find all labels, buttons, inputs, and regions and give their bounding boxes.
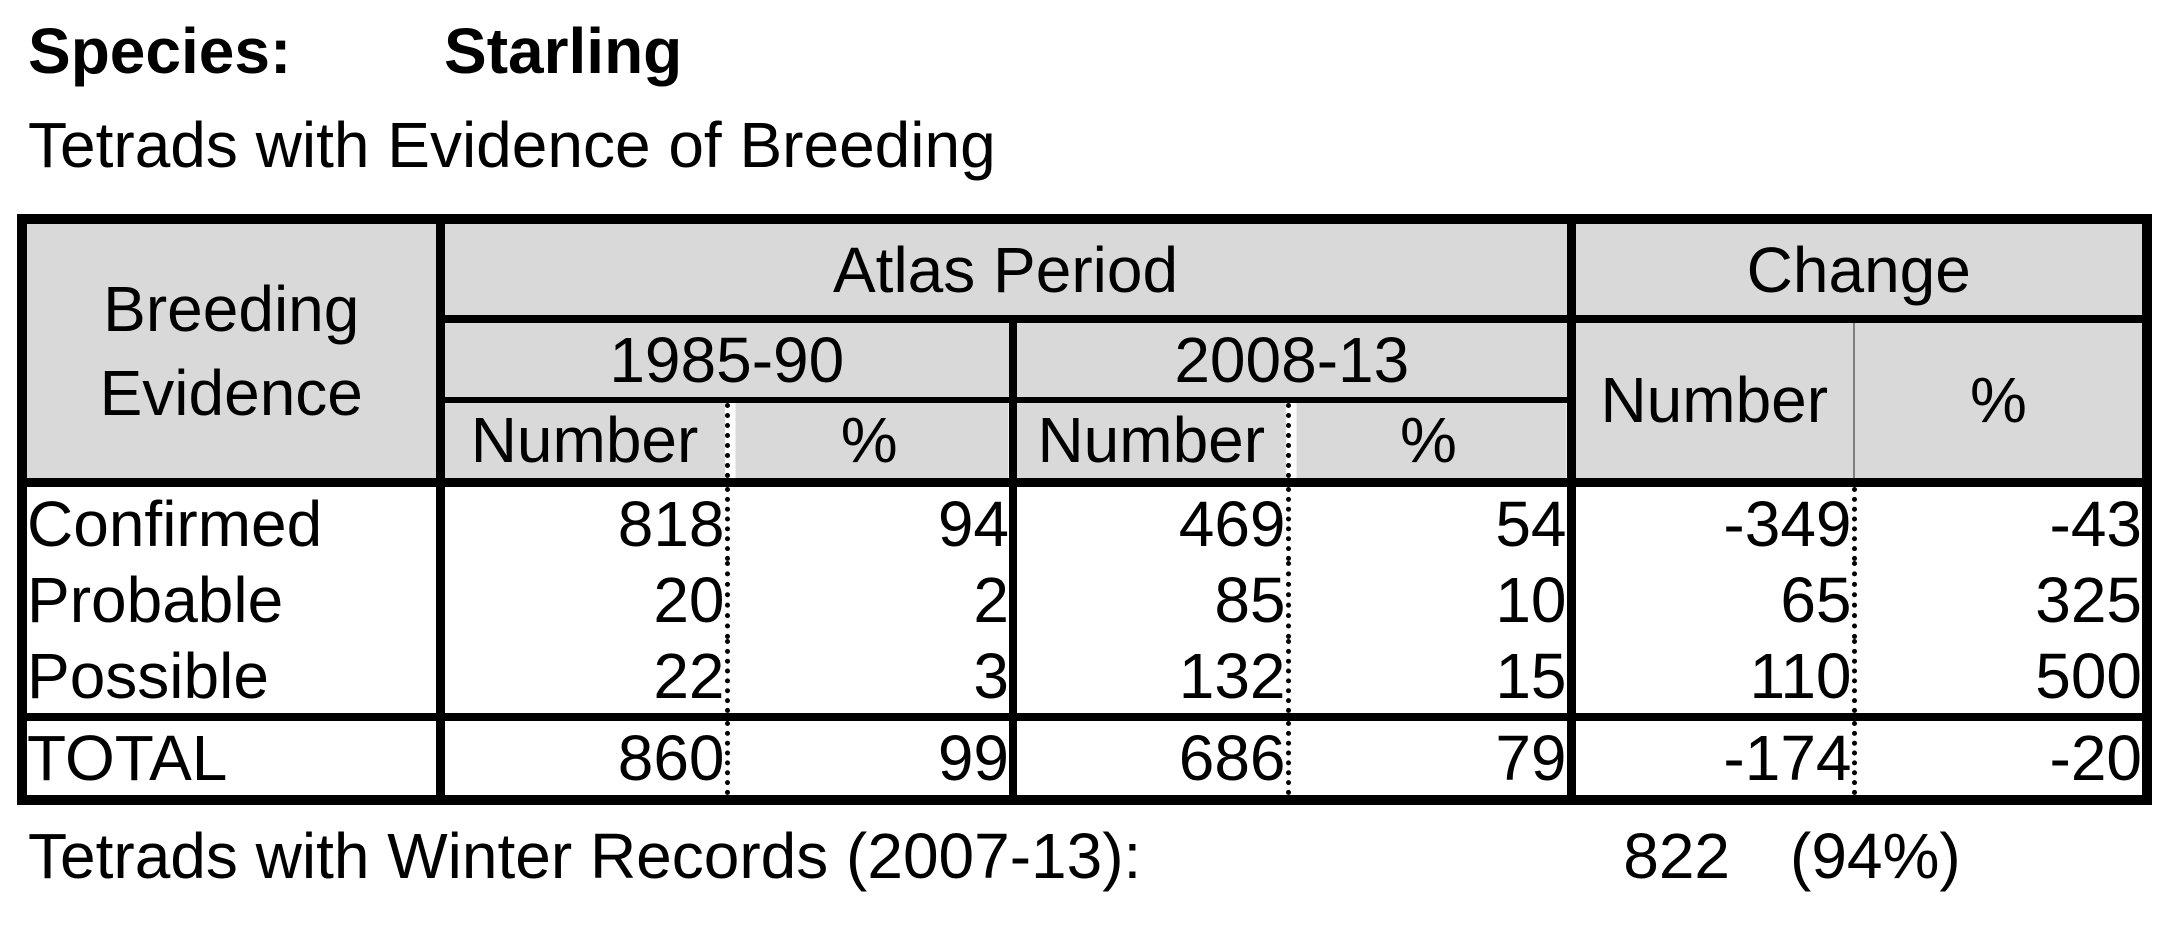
row-label: Possible <box>22 638 445 717</box>
species-title-row: Species: Starling <box>28 16 2163 86</box>
footer-value: 822 <box>1623 819 1730 892</box>
header-change-percent: % <box>1853 319 2147 487</box>
cell-p2-number: 686 <box>1009 712 1288 800</box>
cell-change-percent: 500 <box>1851 638 2147 717</box>
cell-p1-number: 22 <box>653 639 725 712</box>
header-row-1: Breeding Evidence Atlas Period Change <box>22 219 2147 487</box>
header-p2-number: Number <box>1009 400 1288 487</box>
footer-percent: (94%) <box>1790 819 1961 892</box>
cell-p1-percent: 3 <box>724 638 1013 717</box>
header-period-1985-90: 1985-90 <box>440 319 1013 403</box>
header-atlas-period: Atlas Period <box>440 219 1571 323</box>
cell-p2-number: 85 <box>1009 560 1288 639</box>
species-value: Starling <box>444 15 683 87</box>
table-row-probable: Probable 20 2 85 10 65 325 <box>22 560 2147 639</box>
header-row-2: 1985-90 2008-13 Number % <box>22 319 2147 487</box>
breeding-evidence-table: Breeding Evidence Atlas Period Change 19… <box>17 214 2152 805</box>
cell-p1-percent: 2 <box>724 560 1013 639</box>
footer-label: Tetrads with Winter Records (2007-13): <box>28 819 1142 892</box>
cell-p2-percent: 15 <box>1285 638 1571 717</box>
row-label: TOTAL <box>22 712 445 800</box>
cell-p1-percent: 99 <box>724 712 1013 800</box>
cell-p1-percent: 94 <box>724 482 1013 561</box>
cell-p2-percent: 10 <box>1285 560 1571 639</box>
cell-p2-number: 469 <box>1009 482 1288 561</box>
header-p1-percent: % <box>724 400 1013 487</box>
cell-change-number: 110 <box>1566 638 1854 717</box>
table-row-possible: Possible 22 3 132 15 110 500 <box>22 638 2147 717</box>
row-label: Probable <box>22 560 445 639</box>
header-p1-number: Number <box>440 400 727 487</box>
cell-p1-number: 818 <box>617 487 725 560</box>
cell-change-number: -174 <box>1566 712 1854 800</box>
row-label: Confirmed <box>22 482 445 561</box>
table-subtitle: Tetrads with Evidence of Breeding <box>28 109 996 181</box>
cell-p1-number: 860 <box>440 712 727 800</box>
header-evidence-line2: Evidence <box>99 356 363 429</box>
species-label: Species: <box>28 15 292 87</box>
cell-change-percent: -43 <box>1851 482 2147 561</box>
table-row-confirmed: Confirmed 818 94 469 54 -349 -43 <box>22 482 2147 561</box>
header-row-3: Number % Number % <box>22 400 2147 487</box>
cell-change-number: -349 <box>1566 482 1854 561</box>
cell-p2-percent: 54 <box>1285 482 1571 561</box>
cell-p2-percent: 79 <box>1285 712 1571 800</box>
header-breeding-line1: Breeding <box>103 272 360 345</box>
header-p2-percent: % <box>1285 400 1571 487</box>
header-period-2008-13: 2008-13 <box>1009 319 1571 403</box>
cell-p1-number: 20 <box>653 563 725 636</box>
cell-change-number: 65 <box>1566 560 1854 639</box>
footer-main: Tetrads with Winter Records (2007-13): 8… <box>28 823 1730 889</box>
table-row-total: TOTAL 860 99 686 79 -174 -20 <box>22 712 2147 800</box>
winter-records-footer: Tetrads with Winter Records (2007-13): 8… <box>28 823 2163 889</box>
cell-change-percent: -20 <box>1851 712 2147 800</box>
cell-p2-number: 132 <box>1009 638 1288 717</box>
header-change-number: Number <box>1566 319 1854 487</box>
cell-change-percent: 325 <box>1851 560 2147 639</box>
header-change: Change <box>1566 219 2147 323</box>
header-breeding-evidence: Breeding Evidence <box>22 219 445 487</box>
